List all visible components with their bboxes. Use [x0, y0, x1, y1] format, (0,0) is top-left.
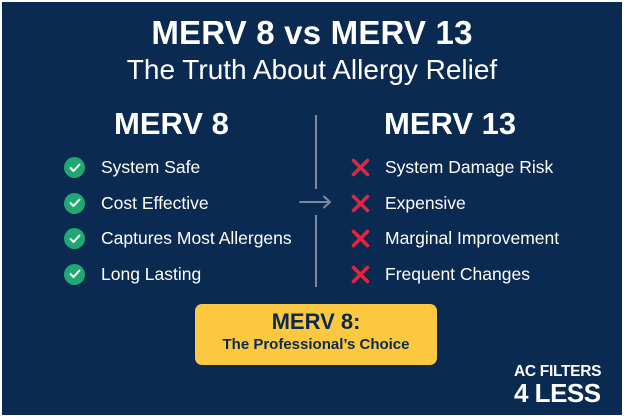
page-title: MERV 8 vs MERV 13 — [151, 14, 473, 51]
page-subtitle: The Truth About Allergy Relief — [126, 54, 498, 85]
logo-line-1: AC FILTERS — [514, 363, 602, 380]
x-mark-icon — [350, 193, 371, 214]
check-circle-icon — [64, 263, 85, 285]
list-item: System Damage Risk — [350, 150, 559, 186]
list-item-label: Expensive — [385, 192, 466, 213]
merv8-heading: MERV 8 — [114, 106, 229, 141]
list-item: System Safe — [64, 150, 292, 186]
list-item-label: Frequent Changes — [385, 263, 530, 284]
logo-line-2: 4 LESS — [514, 378, 601, 408]
merv13-drawbacks-list: System Damage Risk Expensive Marginal Im… — [350, 150, 559, 292]
list-item-label: Cost Effective — [101, 192, 209, 213]
list-item-label: Captures Most Allergens — [101, 228, 292, 249]
check-circle-icon — [64, 192, 85, 214]
list-item-label: Marginal Improvement — [385, 228, 560, 249]
check-circle-icon — [64, 157, 85, 179]
arrow-right-icon — [299, 195, 333, 214]
list-item: Long Lasting — [64, 257, 292, 293]
list-item-label: System Damage Risk — [385, 157, 554, 178]
x-mark-icon — [350, 228, 371, 249]
merv8-benefits-list: System Safe Cost Effective Captures Most… — [64, 150, 292, 292]
badge-subtitle: The Professional’s Choice — [222, 336, 410, 353]
infographic-panel: MERV 8 vs MERV 13 The Truth About Allerg… — [2, 2, 622, 415]
column-divider-bottom — [315, 215, 317, 287]
list-item: Marginal Improvement — [350, 221, 559, 257]
badge-title: MERV 8: — [271, 309, 361, 334]
list-item-label: Long Lasting — [101, 263, 202, 284]
recommendation-badge: MERV 8: The Professional’s Choice — [195, 304, 437, 365]
brand-logo: AC FILTERS 4 LESS — [514, 363, 602, 408]
list-item: Captures Most Allergens — [64, 221, 292, 257]
list-item-label: System Safe — [101, 157, 201, 178]
x-mark-icon — [350, 157, 371, 178]
list-item: Expensive — [350, 186, 559, 222]
merv13-heading: MERV 13 — [384, 106, 517, 141]
check-circle-icon — [64, 228, 85, 250]
list-item: Cost Effective — [64, 186, 292, 222]
list-item: Frequent Changes — [350, 257, 559, 293]
x-mark-icon — [350, 264, 371, 285]
column-divider-top — [315, 115, 317, 189]
